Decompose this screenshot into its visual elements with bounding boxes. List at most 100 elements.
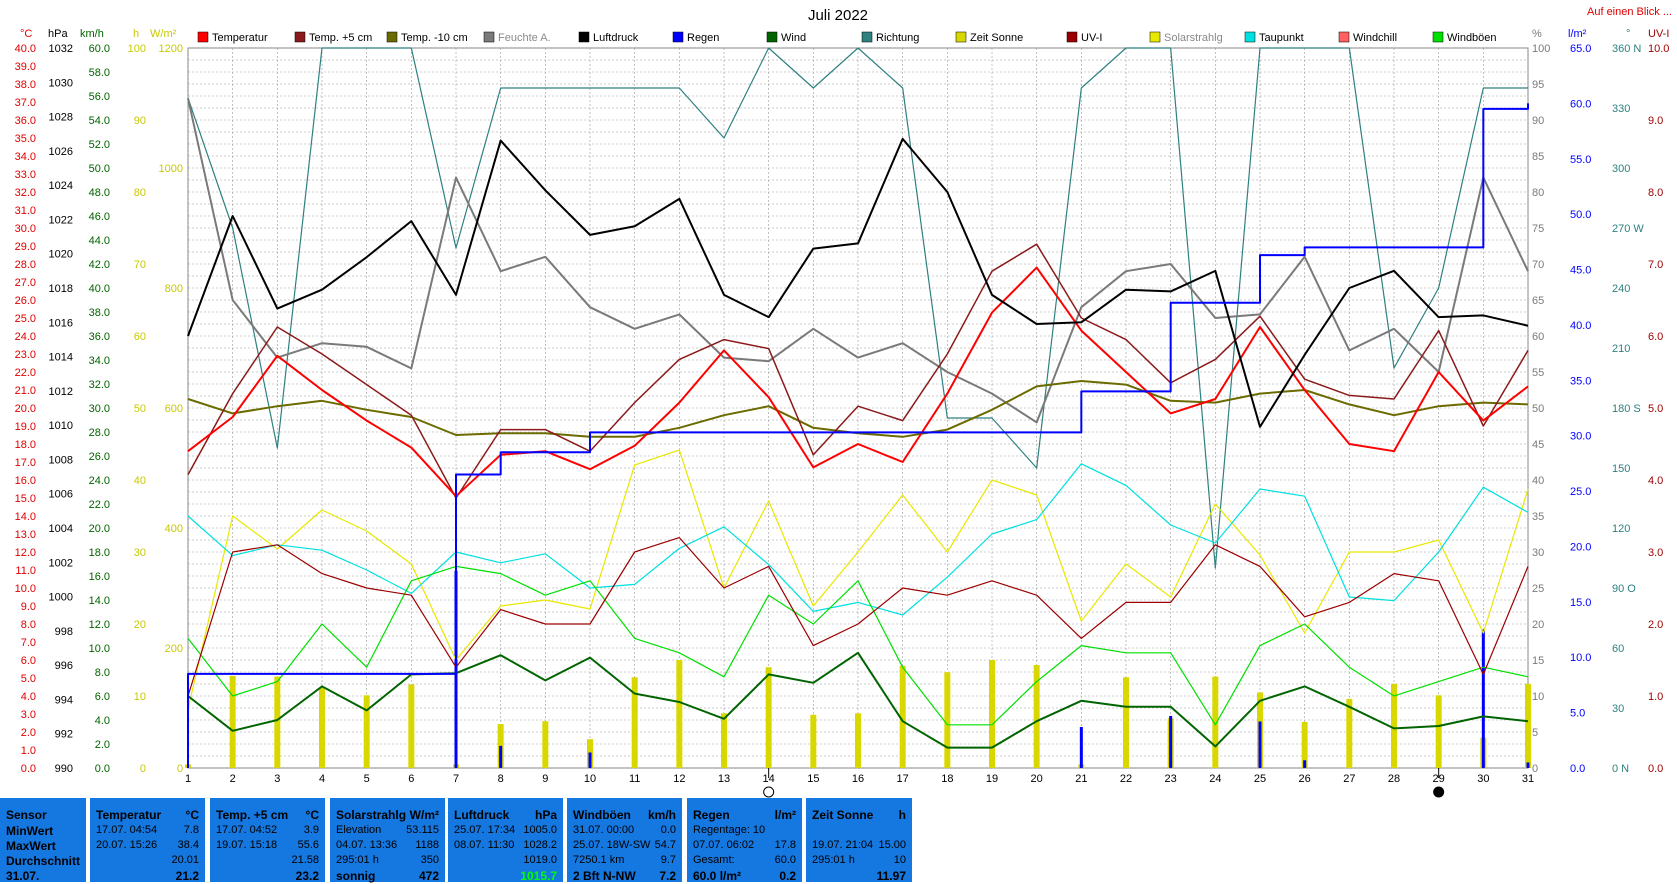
- stats-row-value: 1015.7: [520, 869, 557, 883]
- x-tick-label: 26: [1299, 773, 1311, 785]
- axis-tick-temp: 30.0: [15, 223, 36, 235]
- x-tick-label: 28: [1388, 773, 1400, 785]
- axis-unit-hours: h: [133, 28, 139, 40]
- x-tick-label: 17: [897, 773, 909, 785]
- axis-tick-kmh: 50.0: [89, 163, 110, 175]
- axis-tick-temp: 6.0: [21, 655, 36, 667]
- axis-tick-hpa: 1008: [49, 454, 73, 466]
- axis-tick-uvi: 8.0: [1648, 187, 1663, 199]
- axis-tick-hpa: 1000: [49, 592, 73, 604]
- stats-row: 20.01: [96, 854, 199, 869]
- axis-tick-temp: 10.0: [15, 583, 36, 595]
- axis-tick-rain: 10.0: [1570, 652, 1591, 664]
- stats-row: 21.58: [216, 854, 319, 869]
- axis-tick-uvi: 3.0: [1648, 547, 1663, 559]
- legend-label: Solarstrahlg: [1164, 32, 1223, 44]
- axis-tick-percent: 65: [1532, 295, 1544, 307]
- stats-row: 7250.1 km 9.7: [573, 854, 676, 869]
- stats-row-label: Elevation: [336, 824, 382, 836]
- legend-label: Taupunkt: [1259, 32, 1304, 44]
- axis-tick-percent: 25: [1532, 583, 1544, 595]
- axis-tick-temp: 4.0: [21, 691, 36, 703]
- axis-tick-kmh: 0.0: [95, 763, 110, 775]
- axis-tick-percent: 70: [1532, 259, 1544, 271]
- stats-row: 20.07. 15:26 38.4: [96, 839, 199, 854]
- axis-tick-hours: 50: [134, 403, 146, 415]
- axis-tick-hours: 10: [134, 691, 146, 703]
- stats-row-label: 25.07. 17:34: [454, 824, 516, 836]
- axis-unit-wm2: W/m²: [150, 28, 177, 40]
- legend-swatch: [1338, 31, 1350, 43]
- stats-row-value: 1005.0: [523, 824, 557, 836]
- stats-header: Temperatur °C: [96, 808, 199, 822]
- stats-row-label: 20.07. 15:26: [96, 839, 158, 851]
- axis-tick-direction: 30: [1612, 703, 1624, 715]
- sun-hours-bar: [1123, 677, 1129, 768]
- axis-tick-kmh: 34.0: [89, 355, 110, 367]
- axis-tick-hpa: 1016: [49, 317, 73, 329]
- legend-swatch: [1066, 31, 1078, 43]
- axis-unit-uvi: UV-I: [1648, 28, 1669, 40]
- axis-tick-percent: 30: [1532, 547, 1544, 559]
- stats-row: sonnig 472: [336, 869, 439, 884]
- x-tick-label: 13: [718, 773, 730, 785]
- axis-unit-hpa: hPa: [48, 28, 68, 40]
- x-tick-label: 8: [498, 773, 504, 785]
- stats-row: 1015.7: [454, 869, 557, 884]
- axis-tick-rain: 60.0: [1570, 98, 1591, 110]
- sun-hours-bar: [989, 660, 995, 768]
- axis-tick-hpa: 1020: [49, 249, 73, 261]
- stats-row-value: 0.0: [660, 824, 676, 836]
- axis-tick-kmh: 32.0: [89, 379, 110, 391]
- axis-tick-uvi: 2.0: [1648, 619, 1663, 631]
- sun-hours-bar: [229, 675, 236, 768]
- axis-tick-percent: 35: [1532, 511, 1544, 523]
- axis-tick-wm2: 600: [165, 403, 183, 415]
- stats-unit: l/m²: [774, 808, 796, 822]
- stats-label: MinWert: [6, 824, 54, 838]
- x-tick-label: 19: [986, 773, 998, 785]
- axis-tick-uvi: 10.0: [1648, 43, 1669, 55]
- daily-rain-bar: [1526, 762, 1530, 768]
- x-tick-label: 30: [1477, 773, 1489, 785]
- axis-tick-kmh: 54.0: [89, 115, 110, 127]
- x-tick-label: 20: [1031, 773, 1043, 785]
- stats-row-label: 07.07. 06:02: [693, 839, 755, 851]
- axis-unit-kmh: km/h: [80, 28, 104, 40]
- stats-row-value: 11.97: [876, 869, 906, 883]
- stats-row-value: 9.7: [660, 854, 676, 866]
- stats-row-label: 25.07. 18W-SW: [573, 839, 651, 851]
- axis-tick-kmh: 56.0: [89, 91, 110, 103]
- legend-label: Windchill: [1353, 32, 1397, 44]
- series-line-temperatur: [187, 266, 1529, 498]
- axis-tick-percent: 5: [1532, 727, 1538, 739]
- axis-tick-direction: 90 O: [1612, 583, 1636, 595]
- overview-link[interactable]: Auf einen Blick ...: [1587, 6, 1672, 18]
- stats-row-value: 53.115: [406, 824, 439, 836]
- sun-hours-bar: [855, 713, 861, 768]
- legend-swatch: [861, 31, 873, 43]
- axis-tick-rain: 40.0: [1570, 320, 1591, 332]
- daily-rain-bar: [588, 752, 592, 768]
- new-moon-icon: [1433, 786, 1445, 798]
- axis-tick-temp: 18.0: [15, 439, 36, 451]
- stats-row-label: Regentage: 10: [693, 824, 766, 836]
- legend-label: Zeit Sonne: [970, 32, 1023, 44]
- axis-tick-temp: 36.0: [15, 115, 36, 127]
- stats-row-label: 2 Bft N-NW: [573, 869, 636, 883]
- x-tick-label: 7: [453, 773, 459, 785]
- stats-row-label: 19.07. 15:18: [216, 839, 278, 851]
- stats-row-value: 1188: [415, 839, 439, 851]
- axis-tick-temp: 22.0: [15, 367, 36, 379]
- axis-tick-uvi: 6.0: [1648, 331, 1663, 343]
- legend-label: Windböen: [1447, 32, 1497, 44]
- daily-rain-bar: [1258, 721, 1262, 768]
- sun-hours-bar: [810, 714, 817, 768]
- x-tick-label: 14: [763, 773, 775, 785]
- axis-tick-hours: 20: [134, 619, 146, 631]
- stats-panel-luftdruck: Luftdruck hPa 25.07. 17:34 1005.0 08.07. 11:…: [448, 798, 563, 884]
- stats-row: 60.0 l/m² 0.2: [693, 869, 796, 884]
- axis-tick-kmh: 2.0: [95, 739, 110, 751]
- stats-label: MaxWert: [6, 839, 56, 853]
- axis-tick-kmh: 18.0: [89, 547, 110, 559]
